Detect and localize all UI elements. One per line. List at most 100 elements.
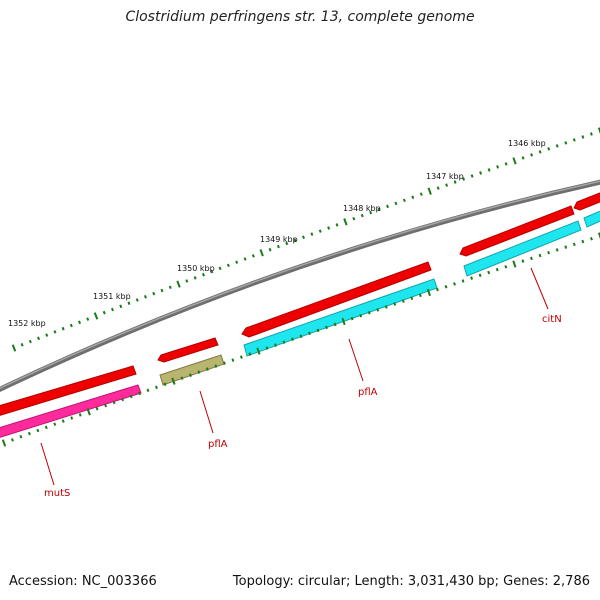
gene-mutS[interactable] xyxy=(0,384,142,438)
minor-tick xyxy=(146,388,150,393)
major-tick xyxy=(86,408,91,416)
minor-tick xyxy=(555,144,559,148)
minor-tick xyxy=(265,346,269,350)
gene-citN[interactable] xyxy=(463,220,582,277)
minor-tick xyxy=(316,328,320,333)
minor-tick xyxy=(201,272,205,277)
cds-forward-segment[interactable] xyxy=(573,191,600,211)
minor-tick xyxy=(384,305,388,309)
minor-tick xyxy=(276,244,280,249)
minor-tick xyxy=(487,270,491,275)
cds-forward-segment[interactable] xyxy=(241,261,432,338)
minor-tick xyxy=(302,235,305,240)
minor-tick xyxy=(78,413,82,417)
major-tick xyxy=(512,157,517,165)
minor-tick xyxy=(104,403,108,408)
gene-labels: mutS pflA pflA citN xyxy=(44,314,562,499)
minor-tick xyxy=(487,168,491,172)
minor-tick xyxy=(590,237,593,241)
leader-line-pflA-small xyxy=(199,390,214,434)
scale-label: 1348 kbp xyxy=(343,204,381,213)
cds-forward-segment[interactable] xyxy=(157,337,219,363)
major-tick xyxy=(171,377,176,385)
minor-tick xyxy=(291,337,294,341)
minor-tick xyxy=(359,313,363,318)
minor-tick xyxy=(436,186,440,190)
gene-pflA-large[interactable] xyxy=(243,278,438,357)
minor-tick xyxy=(121,397,125,402)
minor-tick xyxy=(564,141,568,145)
minor-tick xyxy=(478,273,482,278)
minor-tick xyxy=(335,223,339,227)
gene-label-mutS[interactable]: mutS xyxy=(44,488,70,499)
major-tick xyxy=(426,288,431,297)
minor-tick xyxy=(369,210,373,215)
minor-tick xyxy=(360,213,364,218)
minor-tick xyxy=(496,165,500,169)
minor-tick xyxy=(129,394,133,399)
outer-tick-ring xyxy=(11,127,600,352)
minor-tick xyxy=(193,276,197,280)
minor-tick xyxy=(70,416,74,420)
scale-label: 1349 kbp xyxy=(260,235,298,244)
minor-tick xyxy=(401,299,405,303)
minor-tick xyxy=(235,260,239,264)
minor-tick xyxy=(152,291,156,296)
minor-tick xyxy=(436,287,439,292)
minor-tick xyxy=(495,267,499,272)
minor-tick xyxy=(168,285,172,290)
minor-tick xyxy=(333,322,337,327)
minor-tick xyxy=(61,326,65,331)
minor-tick xyxy=(27,431,31,436)
major-tick xyxy=(176,280,181,288)
major-tick xyxy=(343,218,348,226)
minor-tick xyxy=(572,138,576,142)
cds-forward-segment[interactable] xyxy=(0,365,137,416)
minor-tick xyxy=(299,334,303,339)
minor-tick xyxy=(402,198,406,203)
minor-tick xyxy=(453,180,457,184)
gene-label-citN[interactable]: citN xyxy=(542,314,562,325)
minor-tick xyxy=(268,247,272,252)
gene-label-pflA-large[interactable]: pflA xyxy=(358,387,378,398)
minor-tick xyxy=(210,269,214,274)
minor-tick xyxy=(547,250,551,255)
minor-tick xyxy=(504,162,508,166)
minor-tick xyxy=(530,153,534,157)
minor-tick xyxy=(28,339,32,344)
gene-label-pflA-small[interactable]: pflA xyxy=(208,439,228,450)
minor-tick xyxy=(410,296,414,301)
forward-cds-track xyxy=(0,191,600,416)
minor-tick xyxy=(376,308,380,312)
minor-tick xyxy=(53,422,57,426)
minor-tick xyxy=(274,343,277,347)
minor-tick xyxy=(112,400,116,405)
minor-tick xyxy=(547,147,551,151)
minor-tick xyxy=(185,279,189,283)
minor-tick xyxy=(19,434,23,439)
minor-tick xyxy=(308,331,311,336)
minor-tick xyxy=(282,340,286,344)
minor-tick xyxy=(102,310,106,315)
minor-tick xyxy=(119,304,123,309)
minor-tick xyxy=(445,183,449,187)
minor-tick xyxy=(45,333,49,337)
minor-tick xyxy=(470,174,474,178)
minor-tick xyxy=(243,257,247,261)
minor-tick xyxy=(44,425,48,430)
minor-tick xyxy=(530,256,533,261)
major-tick xyxy=(1,439,7,447)
gene-citN-continuation[interactable] xyxy=(583,209,600,228)
minor-tick xyxy=(285,241,289,246)
minor-tick xyxy=(143,295,147,299)
minor-tick xyxy=(53,330,57,334)
minor-tick xyxy=(461,279,465,283)
minor-tick xyxy=(197,370,201,374)
minor-tick xyxy=(419,192,423,196)
cds-forward-segment[interactable] xyxy=(459,205,575,257)
minor-tick xyxy=(444,284,448,289)
minor-tick xyxy=(20,343,24,347)
minor-tick xyxy=(581,239,585,244)
minor-tick xyxy=(251,254,255,258)
major-tick xyxy=(512,260,517,268)
